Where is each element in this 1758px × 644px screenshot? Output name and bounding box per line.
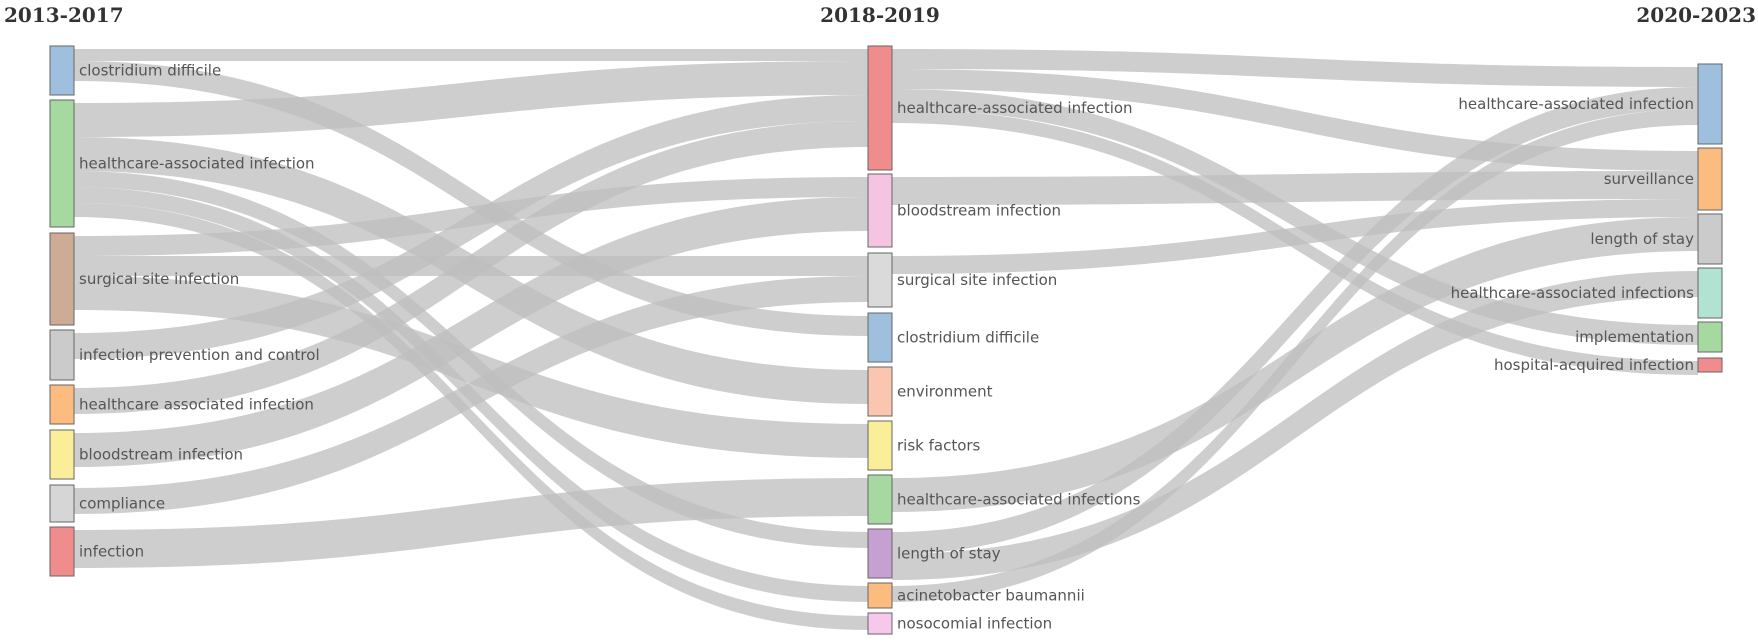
node-label-c1: surveillance [1604, 170, 1694, 188]
node-b3[interactable] [867, 312, 893, 363]
node-a1[interactable] [49, 99, 75, 228]
node-b1[interactable] [867, 173, 893, 248]
flow-b7-c0 [892, 87, 1698, 554]
node-label-b9: nosocomial infection [897, 615, 1052, 633]
flow-a4-b0 [74, 121, 868, 414]
node-label-c4: implementation [1575, 328, 1694, 346]
node-a6[interactable] [49, 484, 75, 523]
flow-a7-b6 [74, 478, 868, 568]
flow-b8-c0 [892, 109, 1698, 602]
node-b5[interactable] [867, 420, 893, 471]
period-label-left: 2013-2017 [4, 3, 124, 27]
node-b8[interactable] [867, 582, 893, 609]
node-b0[interactable] [867, 45, 893, 171]
node-label-a7: infection [79, 543, 144, 561]
flow-a0-b0 [74, 49, 868, 61]
node-label-c3: healthcare-associated infections [1451, 284, 1695, 302]
node-a4[interactable] [49, 384, 75, 425]
flow-b7-c3 [892, 271, 1698, 580]
node-label-a6: compliance [79, 495, 165, 513]
node-c3[interactable] [1697, 267, 1723, 319]
node-label-b7: length of stay [897, 545, 1001, 563]
period-label-middle: 2018-2019 [820, 3, 940, 27]
node-a3[interactable] [49, 329, 75, 381]
node-label-b3: clostridium difficile [897, 329, 1039, 347]
node-label-c5: hospital-acquired infection [1494, 356, 1694, 374]
node-b2[interactable] [867, 252, 893, 308]
node-label-b6: healthcare-associated infections [897, 491, 1141, 509]
node-label-c0: healthcare-associated infection [1458, 95, 1694, 113]
node-label-a4: healthcare associated infection [79, 396, 314, 414]
flow-a3-b0 [74, 95, 868, 359]
flow-b0-c0 [892, 49, 1698, 87]
node-label-a0: clostridium difficile [79, 62, 221, 80]
flow-b0-c4 [892, 89, 1698, 345]
node-c2[interactable] [1697, 213, 1723, 265]
flow-b1-c1 [892, 171, 1698, 205]
node-label-a5: bloodstream infection [79, 446, 243, 464]
flow-a6-b2 [74, 276, 868, 514]
node-a7[interactable] [49, 526, 75, 577]
flow-a1-b9 [74, 203, 868, 630]
node-label-c2: length of stay [1590, 230, 1694, 248]
node-c5[interactable] [1697, 357, 1723, 373]
flow-a0-b3 [74, 61, 868, 336]
node-label-b8: acinetobacter baumannii [897, 587, 1085, 605]
node-label-b4: environment [897, 383, 993, 401]
node-label-b1: bloodstream infection [897, 202, 1061, 220]
node-label-b2: surgical site infection [897, 271, 1057, 289]
node-b7[interactable] [867, 528, 893, 579]
node-b6[interactable] [867, 474, 893, 525]
flow-a5-b1 [74, 197, 868, 467]
node-a2[interactable] [49, 232, 75, 326]
node-c1[interactable] [1697, 147, 1723, 211]
node-c0[interactable] [1697, 63, 1723, 145]
node-label-a3: infection prevention and control [79, 346, 320, 364]
node-label-a2: surgical site infection [79, 270, 239, 288]
flow-b6-c2 [892, 217, 1698, 512]
period-label-right: 2020-2023 [1636, 3, 1756, 27]
node-label-a1: healthcare-associated infection [79, 155, 315, 173]
node-label-b0: healthcare-associated infection [897, 99, 1133, 117]
node-c4[interactable] [1697, 321, 1723, 353]
node-b9[interactable] [867, 612, 893, 635]
nodes-layer: clostridium difficile healthcare-associat… [49, 45, 1723, 635]
node-a5[interactable] [49, 429, 75, 480]
node-label-b5: risk factors [897, 437, 981, 455]
links-layer [74, 49, 1698, 630]
flow-a1-b0 [74, 61, 868, 137]
flow-b2-c1 [892, 199, 1698, 274]
node-b4[interactable] [867, 366, 893, 417]
node-a0[interactable] [49, 45, 75, 96]
